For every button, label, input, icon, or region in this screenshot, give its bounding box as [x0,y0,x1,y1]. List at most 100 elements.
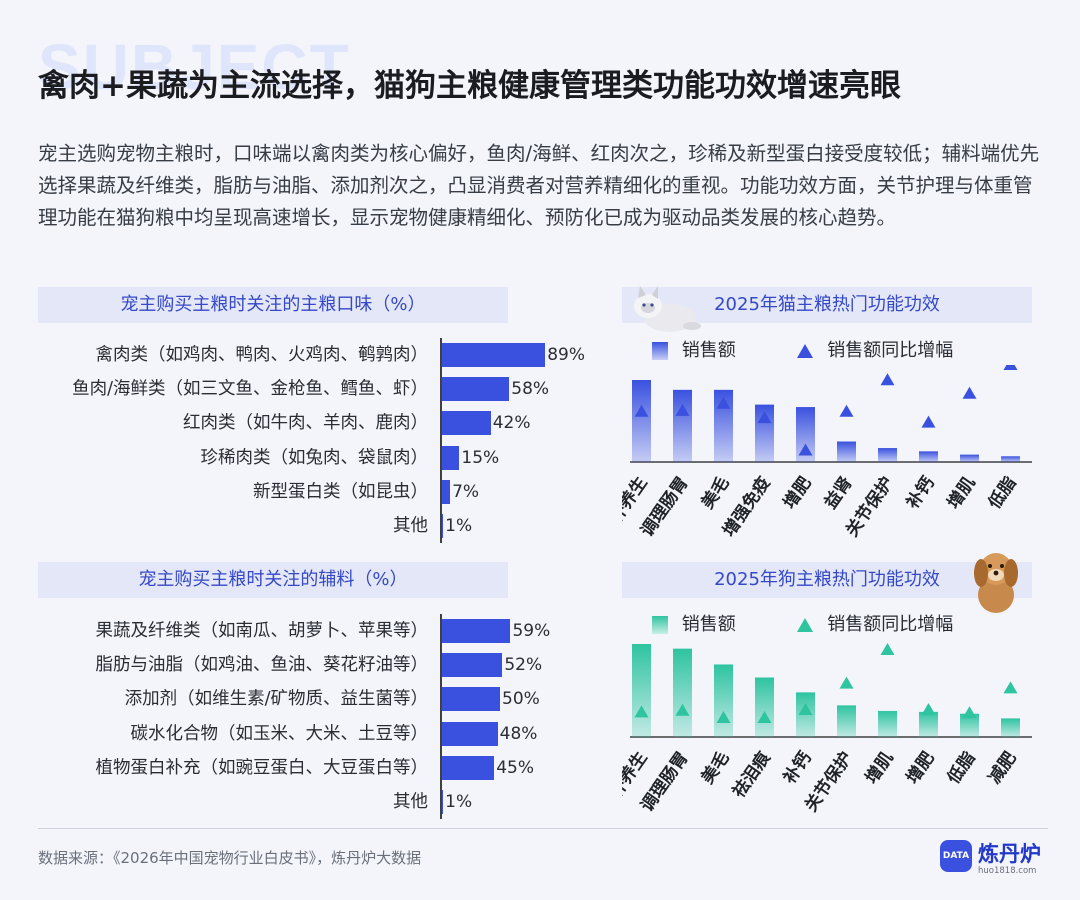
sales-bar [878,710,897,737]
growth-marker [634,404,649,417]
x-tick-label: 美毛 [697,473,734,513]
hbar-bar [442,514,444,538]
hbar-bar [442,619,511,643]
hbar-category-label: 植物蛋白补充（如豌豆蛋白、大豆蛋白等） [95,757,429,778]
ingredient-bar-chart: 果蔬及纤维类（如南瓜、胡萝卜、苹果等） 59% 脂肪与油脂（如鸡油、鱼油、葵花籽油等… [0,614,600,820]
footer-divider [38,828,1048,829]
hbar-row: 碳水化合物（如玉米、大米、土豆等） [0,721,440,747]
growth-marker [880,643,895,655]
growth-marker [962,706,977,719]
growth-marker [757,711,772,723]
growth-marker [675,403,690,416]
hbar-row: 珍稀肉类（如兔肉、袋鼠肉） [0,445,440,471]
x-tick-label: 减肥 [984,748,1021,788]
growth-marker [880,373,895,386]
hbar-value-label: 42% [492,413,531,434]
sales-bar [755,677,774,737]
hbar-row: 脂肪与油脂（如鸡油、鱼油、葵花籽油等） [0,652,440,678]
hbar-category-label: 碳水化合物（如玉米、大米、土豆等） [130,723,429,744]
data-source: 数据来源：《2026年中国宠物行业白皮书》，炼丹炉大数据 [38,849,422,867]
sales-bar [1001,456,1020,462]
hbar-category-label: 脂肪与油脂（如鸡油、鱼油、葵花籽油等） [95,655,429,676]
hbar-row: 其他 [0,789,440,815]
hbar-value-label: 1% [445,516,473,536]
growth-marker [921,703,936,715]
hbar-row: 鱼肉/海鲜类（如三文鱼、金枪鱼、鳕鱼、虾） [0,376,440,402]
hbar-row: 禽肉类（如鸡肉、鸭肉、火鸡肉、鹌鹑肉） [0,342,440,368]
hbar-category-label: 其他 [393,792,428,812]
growth-marker [962,386,977,399]
hbar-value-label: 1% [445,792,473,812]
growth-marker [798,443,813,456]
hbar-bar [442,411,491,436]
hbar-bar [442,445,460,470]
x-tick-label: 补钙 [778,748,815,789]
sales-bar [673,389,692,462]
hbar-value-label: 45% [496,757,534,778]
growth-marker [839,676,854,689]
hbar-row: 添加剂（如维生素/矿物质、益生菌等） [0,686,440,712]
x-tick-label: 美毛 [697,748,734,788]
growth-marker [716,396,731,409]
x-tick-label: 增肥 [902,748,939,788]
x-tick-label: 祛泪痕 [728,747,775,802]
sales-bar [960,713,979,737]
logo-badge: DATA [940,840,972,872]
sales-bar [632,380,651,462]
sales-bar [755,404,774,462]
sales-bar [960,454,979,462]
hbar-category-label: 珍稀肉类（如兔肉、袋鼠肉） [200,447,429,468]
x-tick-label: 低脂 [942,748,979,789]
hbar-bar [442,377,510,402]
hbar-value-label: 58% [511,379,550,400]
growth-marker [1003,365,1018,370]
logo-url: huo1818.com [978,866,1037,876]
hbar-category-label: 其他 [393,516,428,536]
cat-illustration [634,286,701,332]
x-tick-label: 增肌 [943,473,980,513]
growth-legend-triangle [797,344,814,358]
hbar-category-label: 果蔬及纤维类（如南瓜、胡萝卜、苹果等） [95,621,429,641]
growth-legend-triangle [797,618,814,632]
growth-marker [716,711,731,723]
intro-paragraph: 宠主选购宠物主粮时，口味端以禽肉类为核心偏好，鱼肉/海鲜、红肉次之，珍稀及新型蛋… [38,142,1040,229]
hbar-bar [442,479,451,504]
dog-chart-title: 2025年狗主粮热门功能功效 [622,562,1032,598]
hbar-category-label: 新型蛋白类（如昆虫） [253,481,428,502]
hbar-bar [442,790,444,814]
hbar-bar [442,653,503,678]
hbar-value-label: 50% [502,689,540,710]
hbar-category-label: 红肉类（如牛肉、羊肉、鹿肉） [183,413,428,434]
sales-bar [1001,718,1020,737]
flavor-chart-title: 宠主购买主粮时关注的主粮口味（%） [38,287,508,323]
dog-legend: 销售额 销售额同比增幅 [652,610,953,636]
hbar-axis [440,614,442,820]
hbar-value-label: 89% [547,345,586,365]
sales-bar [919,711,938,737]
sales-bar [919,451,938,462]
hbar-bar [442,755,495,780]
hbar-bar [442,721,498,746]
page-title: 禽肉+果蔬为主流选择，猫狗主粮健康管理类功能功效增速亮眼 [38,68,901,104]
hbar-row: 红肉类（如牛肉、羊肉、鹿肉） [0,410,440,436]
growth-marker [757,411,772,424]
cat-legend-growth: 销售额同比增幅 [827,340,954,361]
sales-bar [837,441,856,462]
hbar-bar [442,687,500,712]
hbar-bar [442,343,546,367]
hbar-axis [440,338,442,544]
hbar-value-label: 7% [452,481,480,502]
logo-name: 炼丹炉 [978,842,1041,866]
hbar-row: 新型蛋白类（如昆虫） [0,479,440,505]
x-tick-label: 低脂 [983,473,1020,514]
growth-marker [798,703,813,715]
hbar-value-label: 59% [512,621,551,641]
sales-bar [796,407,815,462]
x-tick-label: 增肥 [779,473,816,513]
hbar-row: 其他 [0,513,440,539]
hbar-value-label: 15% [461,447,500,468]
hbar-category-label: 添加剂（如维生素/矿物质、益生菌等） [124,689,428,710]
hbar-category-label: 鱼肉/海鲜类（如三文鱼、金枪鱼、鳕鱼、虾） [72,379,428,400]
